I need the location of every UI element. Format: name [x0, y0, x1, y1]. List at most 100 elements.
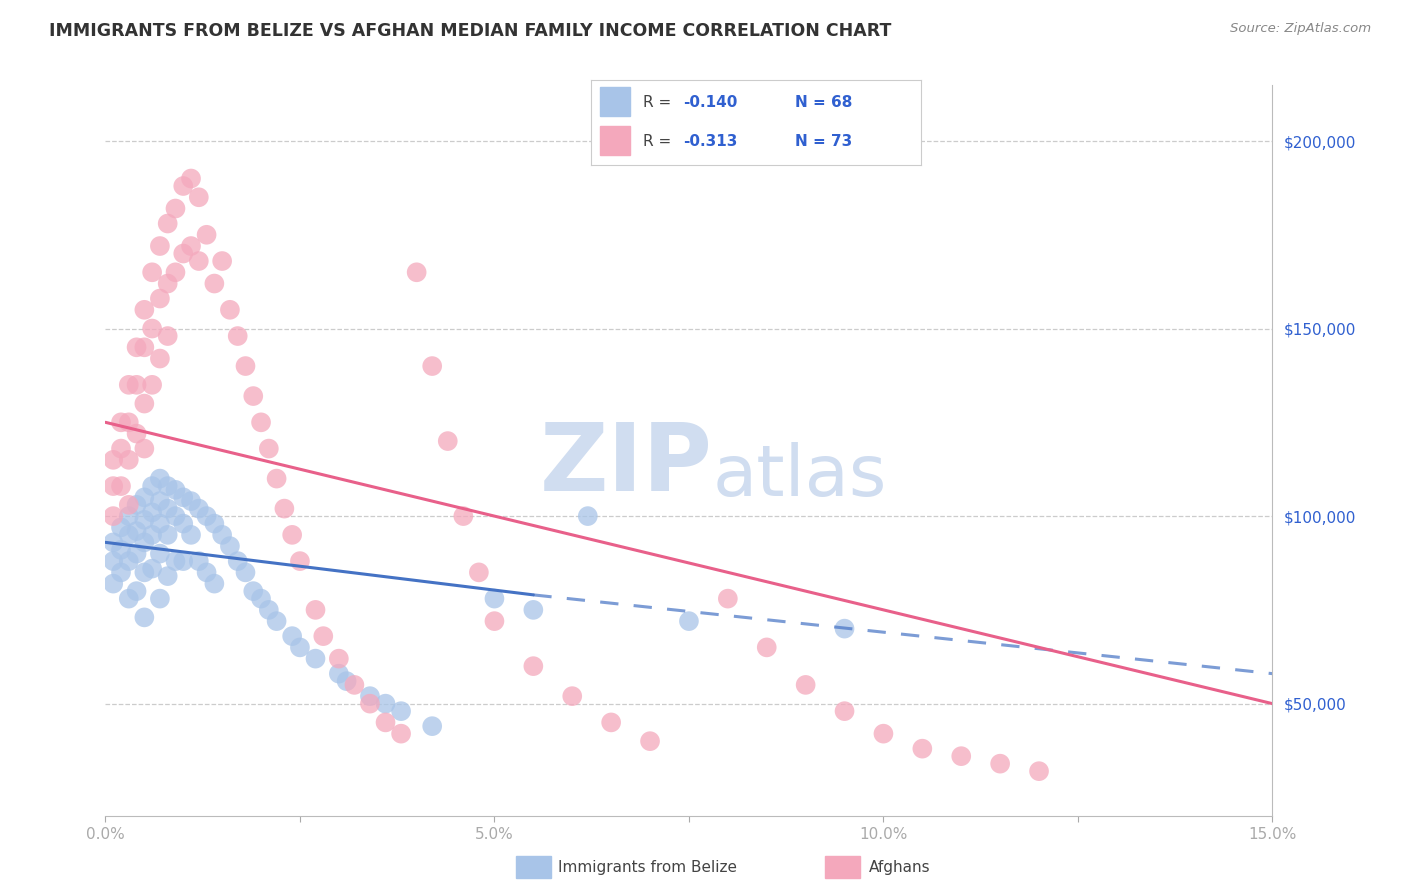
- Point: [149, 591, 172, 606]
- Text: atlas: atlas: [713, 442, 887, 510]
- Point: [110, 566, 132, 580]
- Point: [468, 566, 491, 580]
- Point: [202, 516, 225, 531]
- Bar: [600, 126, 630, 155]
- Point: [125, 498, 148, 512]
- Point: [484, 614, 506, 628]
- Point: [257, 603, 280, 617]
- Text: Immigrants from Belize: Immigrants from Belize: [558, 860, 737, 874]
- Point: [195, 227, 218, 242]
- Point: [211, 528, 233, 542]
- Point: [988, 756, 1011, 771]
- Point: [172, 516, 194, 531]
- Text: R =: R =: [644, 134, 676, 149]
- Point: [165, 483, 187, 497]
- Point: [110, 479, 132, 493]
- Point: [242, 584, 264, 599]
- Point: [156, 329, 179, 343]
- Point: [156, 528, 179, 542]
- Point: [149, 292, 172, 306]
- Point: [172, 246, 194, 260]
- Point: [187, 501, 209, 516]
- Point: [125, 547, 148, 561]
- Point: [242, 389, 264, 403]
- Point: [156, 501, 179, 516]
- Text: -0.313: -0.313: [683, 134, 737, 149]
- Point: [149, 351, 172, 366]
- Point: [134, 302, 156, 317]
- Point: [304, 651, 326, 665]
- Point: [420, 359, 443, 373]
- Y-axis label: Median Family Income: Median Family Income: [0, 358, 8, 543]
- Point: [103, 453, 125, 467]
- Point: [202, 277, 225, 291]
- Point: [834, 704, 856, 718]
- Point: [125, 426, 148, 441]
- Point: [453, 509, 475, 524]
- Point: [389, 726, 412, 740]
- Point: [420, 719, 443, 733]
- Point: [187, 254, 209, 268]
- Point: [110, 520, 132, 534]
- Point: [288, 640, 311, 655]
- Text: ZIP: ZIP: [540, 419, 713, 511]
- Point: [235, 359, 257, 373]
- Point: [343, 678, 366, 692]
- Point: [405, 265, 427, 279]
- Point: [165, 554, 187, 568]
- Point: [165, 202, 187, 216]
- Text: N = 73: N = 73: [796, 134, 852, 149]
- Point: [484, 591, 506, 606]
- Point: [576, 509, 599, 524]
- Point: [165, 265, 187, 279]
- Point: [118, 498, 141, 512]
- Point: [165, 509, 187, 524]
- Point: [149, 516, 172, 531]
- Point: [149, 472, 172, 486]
- Point: [103, 479, 125, 493]
- Point: [118, 377, 141, 392]
- Point: [141, 505, 163, 519]
- Text: IMMIGRANTS FROM BELIZE VS AFGHAN MEDIAN FAMILY INCOME CORRELATION CHART: IMMIGRANTS FROM BELIZE VS AFGHAN MEDIAN …: [49, 22, 891, 40]
- Point: [187, 190, 209, 204]
- Text: -0.140: -0.140: [683, 95, 737, 110]
- Point: [134, 513, 156, 527]
- Point: [141, 528, 163, 542]
- Point: [149, 494, 172, 508]
- Point: [172, 554, 194, 568]
- Point: [110, 542, 132, 557]
- Point: [118, 415, 141, 429]
- Point: [273, 501, 295, 516]
- Point: [561, 689, 583, 703]
- Point: [195, 509, 218, 524]
- Point: [266, 614, 288, 628]
- Point: [134, 396, 156, 410]
- Point: [103, 576, 125, 591]
- Point: [794, 678, 817, 692]
- Point: [118, 528, 141, 542]
- Point: [911, 741, 934, 756]
- Point: [172, 491, 194, 505]
- Point: [328, 666, 350, 681]
- Point: [141, 561, 163, 575]
- Point: [125, 377, 148, 392]
- Point: [118, 453, 141, 467]
- Point: [638, 734, 661, 748]
- Point: [156, 569, 179, 583]
- Point: [389, 704, 412, 718]
- Point: [374, 715, 396, 730]
- Point: [219, 539, 242, 553]
- Point: [195, 566, 218, 580]
- Point: [172, 179, 194, 194]
- Point: [141, 321, 163, 335]
- Point: [250, 415, 273, 429]
- Point: [134, 610, 156, 624]
- Point: [834, 622, 856, 636]
- Point: [134, 566, 156, 580]
- Point: [522, 603, 544, 617]
- Point: [374, 697, 396, 711]
- Point: [118, 591, 141, 606]
- Point: [226, 554, 249, 568]
- Text: Afghans: Afghans: [869, 860, 931, 874]
- Point: [281, 629, 304, 643]
